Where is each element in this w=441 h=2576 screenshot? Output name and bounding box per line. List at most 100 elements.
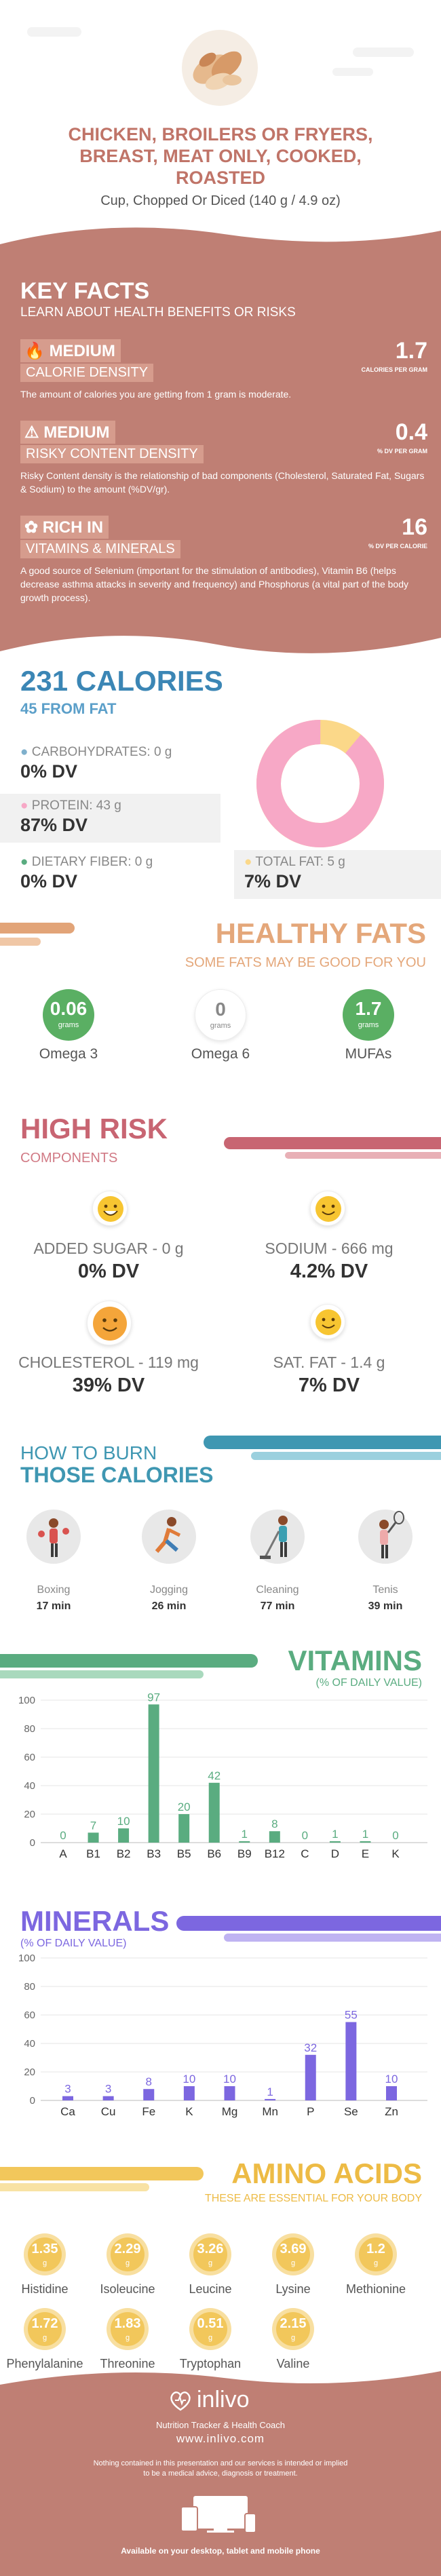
availability-note: Available on your desktop, tablet and mo…: [121, 2546, 320, 2556]
amino-acid-value: 3.26: [197, 2242, 224, 2256]
total-fat-dv: 7% DV: [244, 871, 302, 891]
mufas-unit: grams: [358, 1021, 379, 1029]
amino-acid-name: Phenylalanine: [6, 2357, 83, 2370]
y-tick-label: 0: [30, 1837, 35, 1849]
total-fat-block: ● TOTAL FAT: 5 g 7% DV: [244, 855, 345, 892]
donut-protein-segment: [256, 720, 384, 847]
amino-acid-badge: 2.15 g: [271, 2307, 315, 2351]
food-title-line: CHICKEN, BROILERS OR FRYERS,: [68, 124, 373, 145]
bar-value-label: 0: [302, 1829, 308, 1842]
y-tick-label: 20: [24, 1809, 35, 1820]
bar-value-label: 20: [178, 1801, 191, 1813]
amino-acid-unit: g: [208, 2334, 213, 2342]
category-label: C: [301, 1847, 309, 1860]
decor-cloud: [332, 68, 373, 76]
key-fact-level-badge: ✿ RICH IN: [20, 516, 109, 539]
smile-face-icon: [310, 1191, 345, 1226]
amino-acid-value: 1.35: [31, 2242, 58, 2256]
burn-title-line2: THOSE CALORIES: [20, 1463, 214, 1487]
category-label: E: [362, 1847, 369, 1860]
inlivo-logo: inlivo: [168, 2387, 277, 2415]
amino-acid-unit: g: [208, 2259, 213, 2267]
mufas-name: MUFAs: [345, 1046, 392, 1062]
mufas-circle: 1.7 grams: [343, 989, 394, 1041]
burn-section: HOW TO BURN THOSE CALORIES Boxing 17 min…: [0, 1431, 441, 1628]
omega3-unit: grams: [58, 1021, 79, 1029]
bar-value-label: 3: [64, 2083, 71, 2096]
header-section: CHICKEN, BROILERS OR FRYERS, BREAST, MEA…: [0, 0, 441, 217]
minerals-title: MINERALS: [20, 1905, 170, 1937]
heart-icon: [170, 2391, 191, 2411]
category-label: Fe: [142, 2105, 155, 2118]
amino-acid-badge: 1.35 g: [22, 2232, 67, 2277]
key-fact-description: Risky Content density is the relationshi…: [20, 470, 425, 495]
key-fact-calorie-density: 🔥 MEDIUM CALORIE DENSITY 1.7 CALORIES PE…: [20, 338, 427, 417]
calories-title: 231 CALORIES: [20, 665, 223, 697]
jogging-label: Jogging: [149, 1584, 189, 1596]
category-label: Mn: [262, 2105, 278, 2118]
high-risk-section: HIGH RISK COMPONENTS ADDED SUGAR - 0 g 0…: [0, 1106, 441, 1418]
amino-acid-value: 2.29: [114, 2242, 141, 2256]
total-fat-highlight: [234, 850, 441, 899]
amino-acid-value: 1.2: [366, 2242, 385, 2256]
bar-value-label: 10: [223, 2073, 236, 2085]
category-label: A: [59, 1847, 67, 1860]
bar-value-label: 0: [392, 1829, 398, 1842]
key-fact-vitamins-minerals: ✿ RICH IN VITAMINS & MINERALS 16 % DV PE…: [20, 514, 427, 617]
mufas-value: 1.7: [355, 998, 382, 1019]
amino-acid-name: Tryptophan: [179, 2357, 242, 2370]
bullet-icon: ●: [244, 855, 252, 869]
disclaimer-line: to be a medical advice, diagnosis or tre…: [143, 2469, 298, 2478]
disclaimer-line: Nothing contained in this presentation a…: [93, 2459, 348, 2467]
bar-value-label: 8: [146, 2075, 152, 2088]
amino-acid-value: 2.15: [280, 2316, 307, 2331]
category-label: Se: [344, 2105, 358, 2118]
tennis-icon: [358, 1510, 413, 1564]
amino-acid-name: Valine: [276, 2357, 310, 2370]
amino-acid-unit: g: [125, 2259, 130, 2267]
devices-icon: [180, 2493, 261, 2534]
amino-acid-value: 1.72: [31, 2316, 58, 2331]
category-label: B12: [265, 1847, 285, 1860]
footer-url[interactable]: www.inlivo.com: [176, 2432, 265, 2445]
food-title-line: BREAST, MEAT ONLY, COOKED,: [79, 146, 362, 166]
boxing-icon: [26, 1510, 81, 1564]
amino-acid-unit: g: [42, 2334, 47, 2342]
key-fact-description: A good source of Selenium (important for…: [20, 565, 408, 603]
category-label: P: [307, 2105, 314, 2118]
bullet-icon: ●: [20, 799, 28, 813]
bar: [102, 2096, 114, 2100]
minerals-subtitle: (% OF DAILY VALUE): [20, 1938, 127, 1949]
y-tick-label: 100: [18, 1695, 35, 1706]
bar: [345, 2022, 357, 2100]
tennis-minutes: 39 min: [368, 1600, 403, 1612]
amino-section: AMINO ACIDS THESE ARE ESSENTIAL FOR YOUR…: [0, 2157, 441, 2381]
y-tick-label: 20: [24, 2066, 35, 2078]
y-tick-label: 80: [24, 1981, 35, 1993]
decor-stripe: [251, 1452, 441, 1460]
bar: [265, 2098, 276, 2100]
bar: [148, 1704, 159, 1843]
amino-acid-unit: g: [373, 2259, 379, 2267]
decor-stripe: [0, 938, 41, 946]
bar: [386, 2086, 397, 2100]
omega6-name: Omega 6: [191, 1046, 250, 1062]
category-label: B2: [117, 1847, 131, 1860]
added-sugar-dv: 0% DV: [77, 1261, 140, 1282]
decor-stripe: [0, 923, 75, 934]
omega3-name: Omega 3: [39, 1046, 98, 1062]
y-tick-label: 100: [18, 1953, 35, 1964]
calories-donut-chart: [256, 720, 384, 847]
amino-acid-badge: 3.26 g: [188, 2232, 233, 2277]
bar-value-label: 1: [267, 2085, 273, 2098]
category-label: Ca: [60, 2105, 75, 2118]
amino-acid-value: 1.83: [114, 2316, 141, 2331]
key-fact-level: RICH IN: [42, 518, 104, 537]
vitamins-section: VITAMINS (% OF DAILY VALUE) 0 20 40 60 80 100…: [0, 1635, 441, 1872]
boxing-minutes: 17 min: [36, 1600, 71, 1612]
bar-value-label: 1: [332, 1828, 338, 1841]
key-fact-level: MEDIUM: [43, 423, 110, 442]
amino-subtitle: THESE ARE ESSENTIAL FOR YOUR BODY: [204, 2193, 422, 2204]
footer-tagline: Nutrition Tracker & Health Coach: [155, 2420, 286, 2430]
category-label: B3: [147, 1847, 161, 1860]
